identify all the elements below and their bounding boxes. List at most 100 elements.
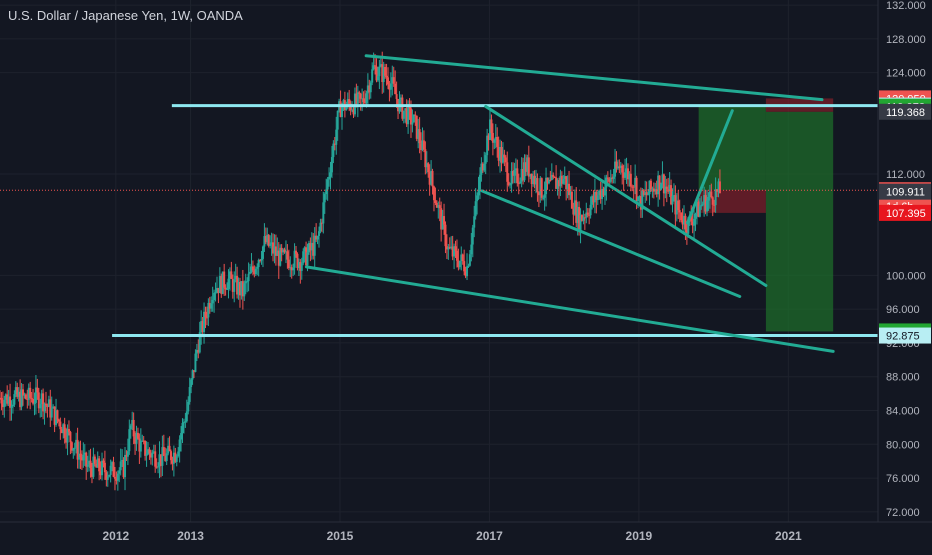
candle (70, 441, 73, 454)
candle-body (539, 178, 542, 196)
candle-body (392, 77, 395, 84)
candle-body (20, 389, 23, 408)
candle (72, 447, 75, 459)
candle (672, 183, 675, 202)
candle-body (66, 428, 69, 443)
candle-body (44, 403, 47, 406)
candle-body (362, 98, 365, 103)
candle (399, 94, 402, 113)
candle-body (683, 215, 686, 225)
candle (626, 163, 629, 187)
candle-body (289, 267, 292, 269)
candle (542, 195, 545, 201)
candle (395, 81, 398, 108)
candle-body (425, 163, 428, 168)
candle (49, 389, 52, 427)
candle (356, 85, 359, 118)
candle (631, 184, 634, 192)
candle-body (305, 247, 308, 266)
candle-body (388, 84, 391, 90)
candle (671, 188, 674, 213)
candle (289, 256, 292, 278)
candle (95, 459, 98, 468)
candle (500, 140, 503, 172)
candle (276, 237, 279, 256)
time-tick-label: 2013 (177, 529, 204, 543)
candle-body (310, 242, 313, 251)
price-badge: 107.395 (879, 204, 931, 221)
candle-body (704, 195, 707, 212)
candle-body (142, 440, 145, 442)
candle-body (172, 452, 175, 464)
candle (197, 339, 200, 359)
candle-body (562, 178, 565, 184)
candle (490, 114, 493, 141)
candle (415, 115, 418, 142)
candle-body (598, 190, 601, 196)
candle (264, 227, 267, 245)
candle-body (210, 303, 213, 309)
candle (713, 199, 716, 213)
candle (39, 398, 42, 418)
candle (190, 378, 193, 394)
candle (677, 190, 680, 219)
candle (678, 199, 681, 223)
candle (10, 400, 13, 421)
candle (536, 173, 539, 202)
candle-body (624, 172, 627, 178)
candle-body (319, 222, 322, 232)
candle (218, 267, 221, 294)
time-tick-label: 2017 (476, 529, 503, 543)
candle-body (90, 467, 93, 477)
candle-body (195, 349, 198, 354)
candle (448, 237, 451, 250)
candle-body (504, 157, 507, 163)
candle-body (595, 192, 598, 201)
candle (184, 412, 187, 428)
candle (683, 205, 686, 235)
candle (432, 185, 435, 212)
candle (553, 176, 556, 179)
candle-body (273, 246, 276, 254)
candle (550, 163, 553, 181)
candle-body (565, 176, 568, 190)
candle (243, 280, 246, 301)
candle (23, 392, 26, 399)
candle-body (677, 200, 680, 211)
candle-body (491, 132, 494, 143)
candle (147, 441, 150, 456)
candle-body (654, 189, 657, 192)
candle-body (391, 77, 394, 84)
candle-body (108, 474, 111, 477)
candle (309, 237, 312, 262)
candle (444, 221, 447, 254)
candle-body (466, 266, 469, 277)
candle-body (227, 278, 230, 290)
candle (65, 427, 68, 449)
candle (132, 412, 135, 445)
candle (170, 449, 173, 465)
candle-body (638, 196, 641, 198)
candle-body (632, 186, 635, 188)
candle (52, 404, 55, 409)
candle-body (524, 162, 527, 172)
candle-body (19, 391, 22, 408)
candle (648, 180, 651, 206)
candle (362, 91, 365, 106)
candle-body (260, 258, 263, 261)
candle (62, 423, 65, 439)
candle (477, 176, 480, 200)
candle (210, 296, 213, 312)
candle (341, 102, 344, 130)
candle (589, 196, 592, 219)
price-tick-label: 80.000 (886, 439, 920, 451)
candle-body (447, 247, 450, 250)
candle-body (718, 181, 721, 194)
candle (174, 447, 177, 463)
price-badge: 92.875 (879, 327, 931, 344)
candle (484, 152, 487, 175)
candle-body (457, 260, 460, 268)
candle-body (376, 76, 379, 81)
